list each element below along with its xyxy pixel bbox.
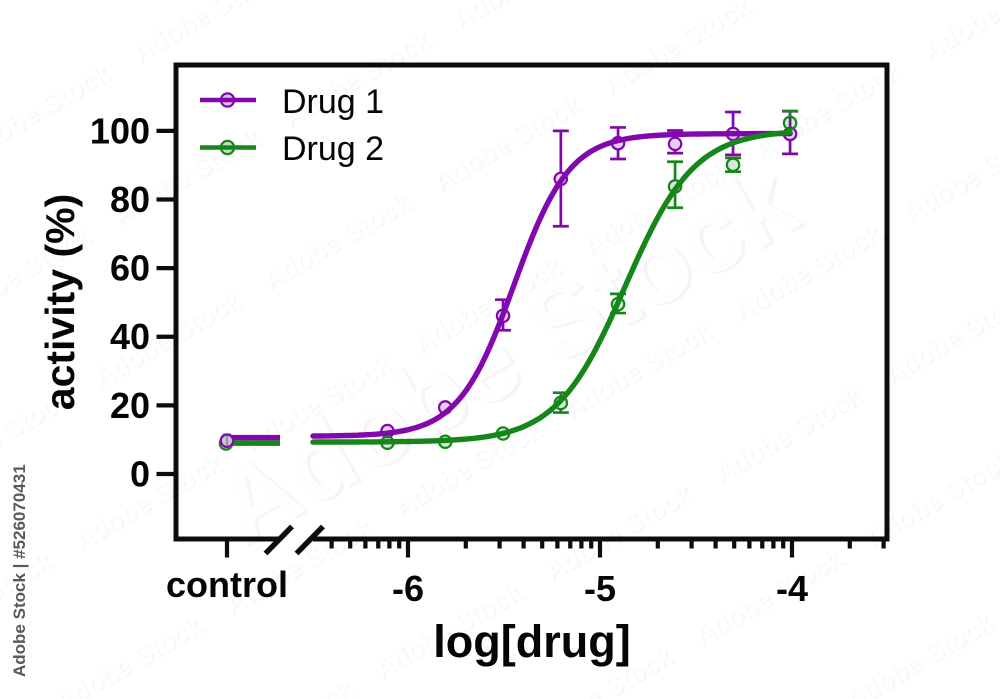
watermark-tile: Adobe Stock bbox=[897, 119, 1000, 228]
watermark-tile: Adobe Stock bbox=[126, 0, 285, 69]
watermark-tile: Adobe Stock bbox=[766, 0, 925, 2]
data-point-marker bbox=[380, 435, 395, 451]
watermark-tile: Adobe Stock bbox=[539, 478, 698, 587]
watermark-tile: Adobe Stock bbox=[257, 187, 416, 296]
data-point-marker bbox=[380, 423, 395, 439]
watermark-tile: Adobe Stock bbox=[747, 55, 906, 164]
legend-symbols bbox=[200, 92, 256, 156]
watermark-tile-shadow: Adobe Stock bbox=[769, 0, 928, 2]
data-point-marker bbox=[667, 179, 683, 194]
series-layer bbox=[218, 109, 799, 451]
axis-layer bbox=[156, 62, 890, 558]
data-point-marker bbox=[437, 400, 453, 415]
control-marker-drug1 bbox=[219, 433, 235, 449]
watermark-id-text: Adobe Stock | #526070431 bbox=[10, 464, 29, 677]
legend-marker bbox=[219, 139, 236, 156]
y-tick-label: 100 bbox=[90, 110, 150, 151]
data-point-marker bbox=[667, 136, 683, 152]
data-point-marker bbox=[725, 126, 741, 142]
y-axis-label: activity (%) bbox=[37, 194, 83, 410]
data-point-marker bbox=[437, 434, 453, 450]
y-tick-label: 20 bbox=[110, 385, 150, 426]
control-points bbox=[218, 433, 235, 451]
legend: Drug 1 Drug 2 bbox=[200, 83, 384, 168]
watermark-tile: Adobe Stock bbox=[446, 0, 605, 35]
watermark-tile: Adobe Stock bbox=[839, 607, 998, 699]
data-point-marker bbox=[553, 395, 569, 411]
data-point-marker bbox=[610, 135, 626, 151]
watermark-tile: Adobe Stock bbox=[708, 380, 867, 489]
watermark-tile-shadow: Adobe Stock bbox=[0, 0, 137, 5]
watermark-tile: Adobe Stock bbox=[199, 674, 358, 699]
plot-frame bbox=[173, 62, 890, 542]
x-axis-label: log[drug] bbox=[433, 616, 630, 667]
tick-label-layer: 0 20 40 60 80 100 -6 -5 -4 bbox=[90, 110, 808, 609]
watermark-tile: Adobe Stock bbox=[917, 0, 1000, 66]
watermark-tile: Adobe Stock bbox=[49, 609, 208, 699]
y-tick-label: 60 bbox=[110, 248, 150, 289]
data-point-marker bbox=[495, 308, 511, 324]
x-tick-label: -5 bbox=[584, 568, 616, 609]
data-point-marker bbox=[610, 296, 626, 312]
y-tick-label: 40 bbox=[110, 316, 150, 357]
data-point-marker bbox=[495, 426, 511, 441]
watermark-tile: Adobe Stock bbox=[597, 0, 756, 100]
y-tick-label: 80 bbox=[110, 179, 150, 220]
legend-label-drug1: Drug 1 bbox=[282, 83, 384, 121]
watermark-tile: Adobe Stock bbox=[878, 282, 1000, 391]
series-drug2 bbox=[226, 109, 799, 451]
watermark-tile: Adobe Stock bbox=[0, 0, 135, 4]
watermark-center-text: Adobe Stock bbox=[194, 141, 815, 568]
control-tick-label: control bbox=[166, 564, 288, 605]
data-point-marker bbox=[725, 157, 741, 173]
x-tick-label: -6 bbox=[392, 568, 424, 609]
legend-marker bbox=[219, 92, 236, 108]
watermark-tile: Adobe Stock bbox=[689, 542, 848, 651]
x-tick-label: -4 bbox=[776, 568, 808, 609]
axis-break-slash bbox=[263, 524, 294, 556]
legend-label-drug2: Drug 2 bbox=[282, 130, 384, 168]
y-tick-label: 0 bbox=[130, 454, 150, 495]
data-point-marker bbox=[782, 115, 798, 131]
axis-break-slash bbox=[294, 524, 325, 556]
data-point-marker bbox=[553, 171, 569, 187]
